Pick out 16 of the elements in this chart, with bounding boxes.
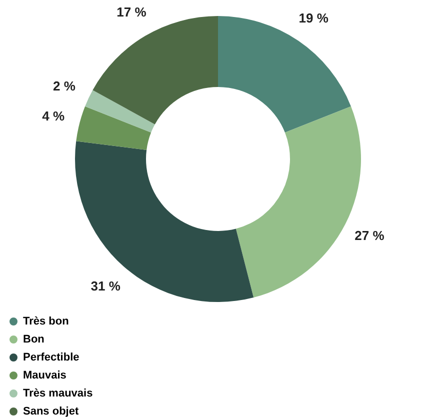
legend-label: Perfectible	[23, 352, 80, 364]
data-label: 31 %	[90, 278, 121, 294]
legend-label: Bon	[23, 334, 45, 346]
data-label: 2 %	[52, 78, 76, 94]
legend-label: Très bon	[23, 316, 70, 328]
data-label: 27 %	[354, 228, 385, 244]
donut-slice	[85, 90, 155, 132]
data-label: 17 %	[116, 4, 147, 20]
legend-label: Mauvais	[23, 370, 66, 382]
legend-label: Sans objet	[23, 406, 79, 417]
data-label: 19 %	[298, 10, 329, 26]
donut-slice	[76, 106, 152, 150]
legend-label: Très mauvais	[23, 388, 93, 400]
donut-slice	[92, 16, 218, 124]
donut-slice	[75, 141, 254, 302]
data-label: 4 %	[42, 108, 65, 124]
